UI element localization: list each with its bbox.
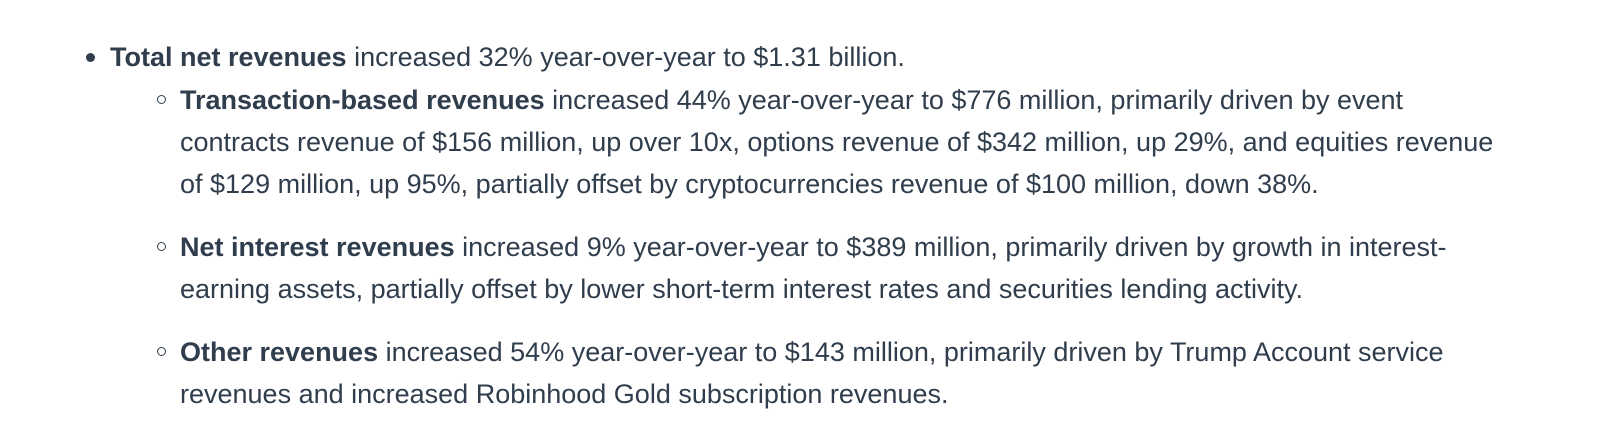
- net-interest-revenues-text: increased 9% year-over-year to $389 mill…: [180, 232, 1447, 304]
- bullet-circle-icon: [157, 242, 166, 251]
- revenue-list: Total net revenues increased 32% year-ov…: [0, 36, 1602, 415]
- bullet-circle-icon: [157, 95, 166, 104]
- revenue-summary: Total net revenues increased 32% year-ov…: [0, 36, 1602, 436]
- total-net-revenues-item: Total net revenues increased 32% year-ov…: [0, 36, 1602, 415]
- transaction-based-revenues-item: Transaction-based revenues increased 44%…: [157, 79, 1562, 205]
- other-revenues-label: Other revenues: [180, 337, 379, 367]
- total-net-revenues-text: increased 32% year-over-year to $1.31 bi…: [346, 42, 905, 72]
- bullet-circle-icon: [157, 347, 166, 356]
- other-revenues-item: Other revenues increased 54% year-over-y…: [157, 331, 1562, 415]
- transaction-based-revenues-label: Transaction-based revenues: [180, 85, 545, 115]
- net-interest-revenues-label: Net interest revenues: [180, 232, 455, 262]
- net-interest-revenues-item: Net interest revenues increased 9% year-…: [157, 226, 1562, 310]
- other-revenues-text: increased 54% year-over-year to $143 mil…: [180, 337, 1444, 409]
- transaction-based-revenues-text: increased 44% year-over-year to $776 mil…: [180, 85, 1494, 199]
- total-net-revenues-label: Total net revenues: [110, 42, 347, 72]
- revenue-breakdown-list: Transaction-based revenues increased 44%…: [110, 79, 1562, 415]
- bullet-disc-icon: [86, 53, 95, 62]
